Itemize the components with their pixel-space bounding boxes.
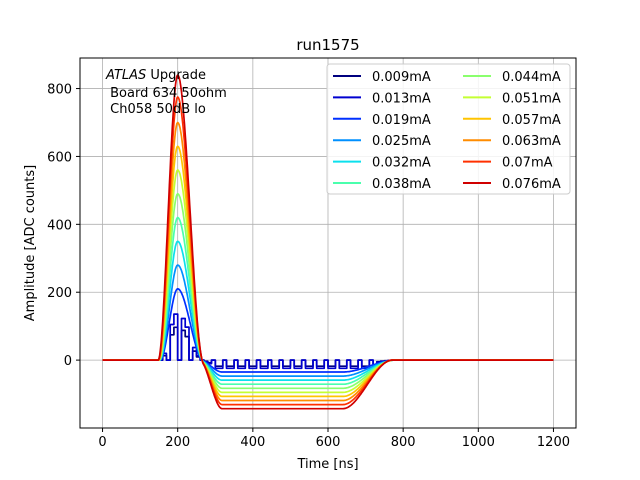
y-tick-label-4: 800 [47, 83, 72, 98]
legend: 0.009mA 0.013mA 0.019mA 0.025mA 0.032mA 0.038… [326, 63, 571, 195]
series-line-11 [102, 74, 554, 410]
y-tick-label-0: 0 [64, 354, 72, 369]
x-tick-label-3: 600 [316, 435, 341, 450]
x-tick-label-4: 800 [391, 435, 416, 450]
legend-label-9: 0.063mA [502, 134, 561, 149]
legend-label-5: 0.038mA [372, 177, 431, 192]
series-lines [102, 74, 554, 410]
x-tick-label-0: 0 [98, 435, 106, 450]
legend-label-11: 0.076mA [502, 177, 561, 192]
legend-label-7: 0.051mA [502, 91, 561, 106]
legend-label-10: 0.07mA [502, 156, 553, 171]
legend-label-1: 0.013mA [372, 91, 431, 106]
annotation-upgrade: Upgrade [146, 68, 206, 83]
y-tick-label-3: 600 [47, 150, 72, 165]
y-tick-label-2: 400 [47, 218, 72, 233]
x-tick-label-2: 400 [240, 435, 265, 450]
annotation-atlas: ATLAS [105, 68, 146, 83]
legend-label-6: 0.044mA [502, 70, 561, 85]
x-axis-label: Time [ns] [296, 457, 358, 472]
legend-label-8: 0.057mA [502, 113, 561, 128]
annotation-line-2: Board 634 50ohm [106, 86, 227, 101]
atlas-annotation: ATLAS Upgrade Board 634 50ohm Ch058 50dB… [105, 68, 227, 117]
x-tick-label-5: 1000 [462, 435, 495, 450]
annotation-line-3: Ch058 50dB lo [106, 102, 206, 117]
x-tick-label-6: 1200 [537, 435, 570, 450]
y-axis-label: Amplitude [ADC counts] [23, 165, 38, 321]
legend-label-2: 0.019mA [372, 113, 431, 128]
chart-title: run1575 [296, 36, 359, 54]
x-tick-label-1: 200 [165, 435, 190, 450]
legend-label-0: 0.009mA [372, 70, 431, 85]
y-tick-label-1: 200 [47, 286, 72, 301]
annotation-line-1: ATLAS Upgrade [105, 68, 206, 83]
axis-ticks: 0 200 400 600 800 1000 1200 0 200 400 600 800 [47, 83, 570, 450]
legend-box [326, 63, 571, 195]
legend-label-3: 0.025mA [372, 134, 431, 149]
legend-label-4: 0.032mA [372, 156, 431, 171]
